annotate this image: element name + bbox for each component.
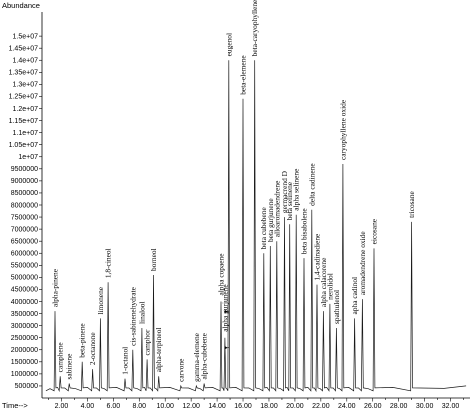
y-tick-label: 2000000 — [11, 347, 38, 354]
x-tick-label: 8.00 — [132, 403, 146, 410]
y-tick-label: 1e+07 — [18, 154, 38, 161]
chromatogram-trace — [45, 60, 467, 393]
x-tick-label: 22.00 — [312, 403, 330, 410]
y-tick-label: 1.25e+07 — [9, 94, 38, 101]
y-tick-label: 3000000 — [11, 323, 38, 330]
peak-label: germacrend D — [280, 170, 289, 213]
y-tick-label: 8000000 — [11, 202, 38, 209]
y-tick-label: 1.2e+07 — [13, 106, 39, 113]
peak-label: nerolidol — [325, 273, 334, 300]
x-tick-label: 12.00 — [182, 403, 200, 410]
x-tick-label: 24.00 — [338, 403, 356, 410]
x-tick-label: 26.00 — [364, 403, 382, 410]
peak-label: apha cadinol — [350, 277, 359, 315]
peak-label: 2-octanone — [88, 332, 97, 366]
y-tick-label: 1500000 — [11, 359, 38, 366]
y-tick-label: 7000000 — [11, 226, 38, 233]
peak-label: beta selinene — [285, 181, 294, 220]
y-tick-label: 1.5e+07 — [13, 33, 39, 40]
peak-label: alpha selinene — [292, 168, 301, 211]
annotation-arrows — [224, 309, 229, 350]
y-tick-label: 6000000 — [11, 251, 38, 258]
x-axis-ticks: 2.00 4.00 6.00 8.00 10.00 12.00 14.00 16.00 18.0… — [48, 398, 464, 410]
peak-label: alloaromadendrene — [272, 180, 281, 237]
peak-label: beta-elemene — [239, 55, 248, 95]
y-tick-label: 5000000 — [11, 275, 38, 282]
y-tick-label: 1.4e+07 — [13, 58, 39, 65]
x-tick-label: 6.00 — [107, 403, 121, 410]
peak-label: camphene — [56, 342, 65, 373]
y-tick-label: 3500000 — [11, 311, 38, 318]
peak-label: delta cadinene — [307, 163, 316, 206]
x-tick-label: 16.00 — [234, 403, 252, 410]
x-tick-label: 20.00 — [286, 403, 304, 410]
y-tick-label: 9000000 — [11, 178, 38, 185]
y-tick-label: 500000 — [15, 383, 38, 390]
x-tick-label: 2.00 — [55, 403, 69, 410]
x-tick-label: 18.00 — [260, 403, 278, 410]
y-tick-label: 4500000 — [11, 287, 38, 294]
y-tick-label: 8500000 — [11, 190, 38, 197]
peak-label: alpha-pinene — [51, 268, 60, 307]
peak-label: beta-pinene — [78, 323, 87, 358]
peak-label: beta cubebene — [259, 207, 268, 250]
peak-labels: alpha-pinene camphene sabinene beta-pinene 2… — [51, 0, 417, 382]
peak-label: alpha calacorene — [319, 257, 328, 307]
y-tick-label: 2500000 — [11, 335, 38, 342]
y-tick-label: 7500000 — [11, 214, 38, 221]
x-tick-label: 30.00 — [416, 403, 434, 410]
y-tick-label: 1.3e+07 — [13, 82, 39, 89]
y-tick-label: 1.35e+07 — [9, 70, 38, 77]
x-tick-label: 10.00 — [156, 403, 174, 410]
x-tick-label: 32.00 — [442, 403, 460, 410]
x-tick-label: 4.00 — [81, 403, 95, 410]
peak-label: spathulenol — [332, 290, 341, 324]
y-tick-label: 1000000 — [11, 371, 38, 378]
peak-label: camphor — [143, 329, 152, 355]
peak-label: beta gurjunene — [266, 198, 275, 242]
y-axis-title: Abundance — [2, 1, 40, 10]
peak-label: sabinene — [65, 353, 74, 380]
peak-label: aromadendrene oxide — [358, 231, 367, 296]
y-axis-ticks: 500000 1000000 1500000 2000000 2500000 300000… — [9, 33, 42, 390]
peak-label: alpha gurjunene — [220, 284, 229, 332]
peak-label: gamma-elemene — [192, 332, 201, 382]
x-tick-label: 28.00 — [390, 403, 408, 410]
peak-label: tricosane — [407, 190, 416, 217]
peak-label: borneol — [149, 248, 158, 271]
peak-label: eicosane — [370, 218, 379, 244]
x-tick-label: 14.00 — [208, 403, 226, 410]
peak-label: 1,4-cadinadiene — [313, 233, 322, 281]
y-tick-label: 9500000 — [11, 166, 38, 173]
peak-label: carvone — [176, 358, 185, 382]
peak-label: eugenol — [224, 33, 233, 56]
arrow-head — [224, 309, 228, 314]
peak-label: alpha-terpineol — [154, 328, 163, 373]
peak-label: alpha copaene — [217, 253, 226, 296]
y-tick-label: 1.1e+07 — [13, 130, 39, 137]
peak-label: beta-caryophyllene — [250, 0, 259, 56]
y-tick-label: 1.05e+07 — [9, 142, 38, 149]
y-tick-label: 4000000 — [11, 299, 38, 306]
y-tick-label: 1.45e+07 — [9, 45, 38, 52]
peak-label: limonene — [96, 286, 105, 314]
peak-label: 1,8-cineol — [104, 248, 113, 278]
peak-label: cis-sabinenehydrate — [128, 286, 137, 345]
arrow-head — [224, 346, 228, 350]
peak-label: 1-octanol — [121, 347, 130, 375]
peak-label: linalool — [137, 301, 146, 324]
peak-label: beta bisabolene — [299, 208, 308, 254]
peak-label: caryophyllene oxide — [338, 99, 347, 160]
peak-label: alpha-cubebene — [200, 332, 209, 379]
y-tick-label: 6500000 — [11, 238, 38, 245]
y-tick-label: 1.15e+07 — [9, 118, 38, 125]
x-axis-title: Time--> — [2, 401, 28, 410]
y-tick-label: 5500000 — [11, 263, 38, 270]
